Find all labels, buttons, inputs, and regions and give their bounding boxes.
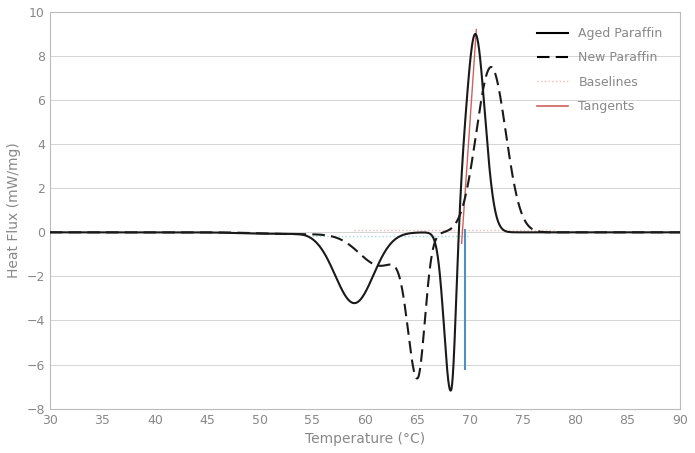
Y-axis label: Heat Flux (mW/mg): Heat Flux (mW/mg) [7, 142, 21, 278]
X-axis label: Temperature (°C): Temperature (°C) [305, 432, 425, 446]
Legend: Aged Paraffin, New Paraffin, Baselines, Tangents: Aged Paraffin, New Paraffin, Baselines, … [532, 22, 668, 118]
